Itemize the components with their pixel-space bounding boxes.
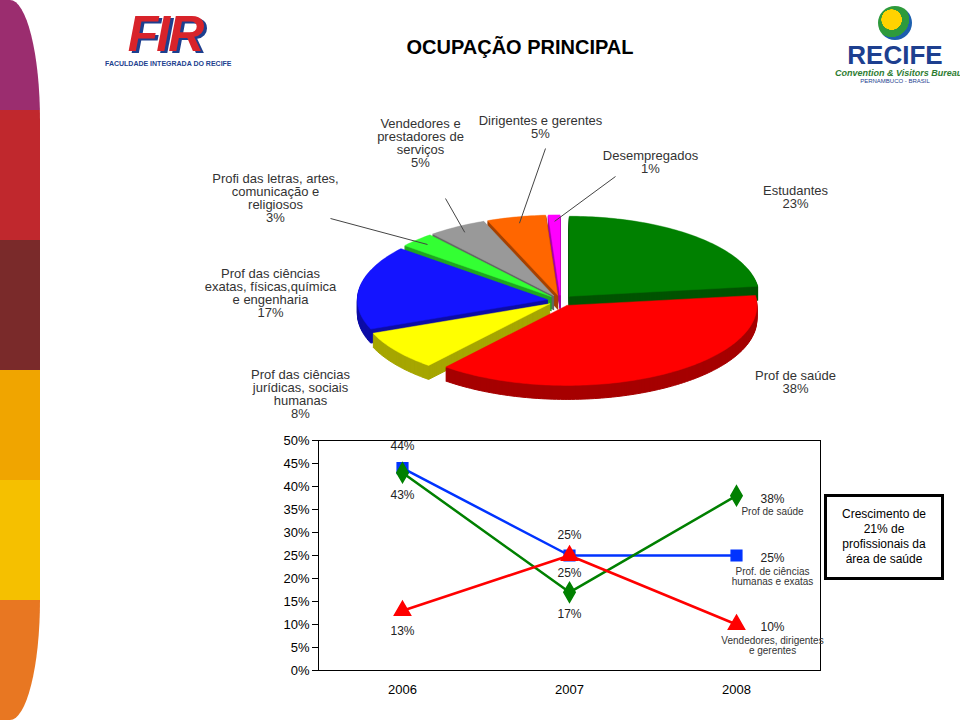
svg-text:15%: 15% <box>283 594 309 609</box>
svg-text:Vendedores eprestadores deserv: Vendedores eprestadores deserviços5% <box>377 116 464 170</box>
svg-text:Prof das ciênciasjurídicas, so: Prof das ciênciasjurídicas, sociaishuman… <box>251 367 350 421</box>
html-text:FIR: FIR <box>127 6 203 62</box>
svg-text:45%: 45% <box>283 456 309 471</box>
svg-text:Vendedores, dirigentese gerent: Vendedores, dirigentese gerentes <box>721 635 823 656</box>
svg-text:5%: 5% <box>291 640 310 655</box>
svg-text:Profi das letras, artes,comuni: Profi das letras, artes,comunicação erel… <box>212 171 338 225</box>
svg-text:25%: 25% <box>760 551 784 565</box>
svg-text:Prof das ciênciasexatas, físic: Prof das ciênciasexatas, físicas,química… <box>205 266 337 320</box>
html-text:PERNAMBUCO - BRASIL: PERNAMBUCO - BRASIL <box>860 78 930 84</box>
svg-text:2008: 2008 <box>722 682 751 697</box>
svg-text:17%: 17% <box>557 607 581 621</box>
svg-text:25%: 25% <box>557 566 581 580</box>
svg-text:35%: 35% <box>283 502 309 517</box>
svg-text:43%: 43% <box>390 488 414 502</box>
svg-text:40%: 40% <box>283 479 309 494</box>
svg-text:25%: 25% <box>557 528 581 542</box>
svg-text:44%: 44% <box>390 439 414 453</box>
svg-text:2007: 2007 <box>555 682 584 697</box>
html-text:OCUPAÇÃO PRINCIPAL: OCUPAÇÃO PRINCIPAL <box>406 36 634 58</box>
html-text:Crescimento de 21% de profissi: Crescimento de 21% de profissionais da á… <box>842 507 926 566</box>
svg-text:20%: 20% <box>283 571 309 586</box>
svg-text:Desempregados1%: Desempregados1% <box>603 148 699 176</box>
svg-text:50%: 50% <box>283 433 309 448</box>
html-text:RECIFE: RECIFE <box>847 40 943 70</box>
svg-text:10%: 10% <box>283 617 309 632</box>
svg-text:Dirigentes e gerentes5%: Dirigentes e gerentes5% <box>479 113 603 141</box>
svg-text:25%: 25% <box>283 548 309 563</box>
svg-text:0%: 0% <box>291 663 310 678</box>
svg-text:30%: 30% <box>283 525 309 540</box>
svg-text:13%: 13% <box>390 624 414 638</box>
svg-text:Prof. de ciênciashumanas e exa: Prof. de ciênciashumanas e exatas <box>732 566 814 587</box>
svg-text:Estudantes23%: Estudantes23% <box>763 183 829 211</box>
svg-text:38%: 38% <box>760 492 784 506</box>
svg-text:2006: 2006 <box>388 682 417 697</box>
svg-text:Prof de saúde38%: Prof de saúde38% <box>755 368 836 396</box>
svg-text:Prof de saúde: Prof de saúde <box>741 506 804 517</box>
svg-text:10%: 10% <box>760 620 784 634</box>
html-text:FACULDADE INTEGRADA DO RECIFE: FACULDADE INTEGRADA DO RECIFE <box>105 60 232 67</box>
